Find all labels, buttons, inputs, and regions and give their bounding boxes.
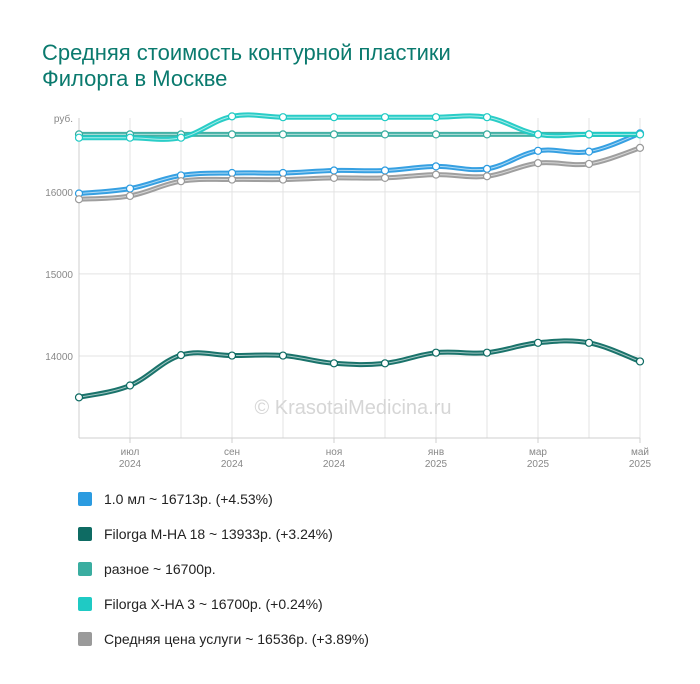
x-tick-label-year: 2024	[119, 459, 142, 470]
legend-label: Filorga M-HA 18 ~ 13933р. (+3.24%)	[104, 526, 333, 542]
data-point-0	[482, 164, 492, 173]
x-tick-label-year: 2025	[629, 459, 652, 470]
data-point-0	[278, 168, 288, 178]
x-tick-label-month: янв	[428, 447, 444, 458]
chart-title: Средняя стоимость контурной пластики Фил…	[42, 40, 642, 92]
data-point-4	[227, 175, 237, 184]
legend-swatch	[78, 632, 92, 646]
data-point-2	[431, 130, 441, 139]
line-chart: руб.140001500016000июл2024сен2024ноя2024…	[45, 112, 652, 470]
data-point-2	[380, 130, 390, 139]
data-point-3	[482, 113, 492, 122]
data-point-3	[380, 113, 390, 122]
data-point-4	[176, 177, 186, 186]
legend-swatch	[78, 597, 92, 611]
data-point-1	[329, 359, 339, 368]
y-tick-label: 15000	[45, 270, 73, 281]
series-line-highlight-4	[78, 147, 641, 200]
legend-item[interactable]: Средняя цена услуги ~ 16536р. (+3.89%)	[78, 628, 678, 650]
data-point-1	[74, 393, 84, 402]
x-tick-label-month: мар	[529, 447, 547, 458]
data-point-2	[329, 130, 339, 139]
chart-legend: 1.0 мл ~ 16713р. (+4.53%) Filorga M-HA 18…	[78, 488, 678, 663]
data-point-0	[533, 146, 543, 155]
series-line-1	[76, 338, 643, 400]
x-tick-label-month: июл	[121, 447, 140, 458]
data-point-4	[329, 173, 339, 182]
x-tick-label-year: 2024	[323, 459, 346, 470]
data-point-3	[278, 113, 288, 122]
data-point-2	[278, 130, 288, 139]
data-point-0	[584, 147, 594, 156]
x-tick-label-year: 2025	[425, 459, 448, 470]
legend-label: Filorga X-HA 3 ~ 16700р. (+0.24%)	[104, 596, 323, 612]
legend-label: Средняя цена услуги ~ 16536р. (+3.89%)	[104, 631, 369, 647]
data-point-2	[482, 130, 492, 139]
data-point-0	[227, 168, 237, 178]
data-point-4	[584, 159, 594, 169]
data-point-1	[482, 348, 492, 357]
data-point-1	[176, 351, 186, 360]
data-point-4	[380, 173, 390, 182]
legend-swatch	[78, 492, 92, 506]
data-point-1	[380, 359, 390, 368]
legend-item[interactable]: 1.0 мл ~ 16713р. (+4.53%)	[78, 488, 678, 510]
series-line-highlight-1	[78, 340, 641, 398]
x-tick-label-month: май	[631, 447, 649, 458]
data-point-0	[329, 166, 339, 175]
watermark: © KrasotaiMedicina.ru	[254, 397, 451, 419]
data-point-3	[431, 113, 441, 122]
chart-title-line-2: Филорга в Москве	[42, 66, 228, 91]
data-point-0	[125, 184, 135, 193]
data-point-1	[635, 357, 645, 366]
data-point-4	[482, 172, 492, 181]
legend-item[interactable]: разное ~ 16700р.	[78, 558, 678, 580]
data-point-4	[278, 175, 288, 184]
data-point-3	[74, 133, 84, 142]
y-axis-unit-label: руб.	[54, 113, 73, 125]
legend-swatch	[78, 562, 92, 576]
data-point-3	[227, 112, 237, 121]
data-point-1	[431, 348, 441, 357]
y-tick-label: 14000	[45, 352, 73, 363]
x-tick-label-year: 2025	[527, 459, 550, 470]
data-point-1	[278, 351, 288, 360]
data-point-3	[125, 133, 135, 142]
data-point-4	[431, 170, 441, 179]
x-tick-label-year: 2024	[221, 459, 244, 470]
x-tick-label-month: сен	[224, 447, 240, 458]
data-point-1	[227, 351, 237, 360]
data-point-1	[533, 338, 543, 347]
legend-item[interactable]: Filorga X-HA 3 ~ 16700р. (+0.24%)	[78, 593, 678, 615]
series-line-highlight-3	[78, 114, 640, 140]
chart-title-line-1: Средняя стоимость контурной пластики	[42, 40, 451, 65]
data-point-0	[380, 166, 390, 175]
data-point-2	[227, 130, 237, 139]
data-point-4	[125, 191, 135, 201]
x-tick-label-month: ноя	[326, 447, 343, 458]
data-point-1	[584, 338, 594, 347]
data-point-3	[329, 113, 339, 122]
data-point-3	[176, 133, 186, 142]
data-point-3	[635, 130, 645, 139]
legend-swatch	[78, 527, 92, 541]
series-line-highlight-0	[78, 132, 641, 194]
y-tick-label: 16000	[45, 188, 73, 199]
legend-label: 1.0 мл ~ 16713р. (+4.53%)	[104, 491, 273, 507]
data-point-3	[533, 130, 543, 139]
data-point-4	[635, 143, 645, 152]
legend-item[interactable]: Filorga M-HA 18 ~ 13933р. (+3.24%)	[78, 523, 678, 545]
data-point-1	[125, 381, 135, 390]
data-point-3	[584, 130, 594, 139]
legend-label: разное ~ 16700р.	[104, 561, 216, 577]
data-point-4	[533, 159, 543, 168]
data-point-0	[431, 162, 441, 171]
data-point-4	[74, 195, 84, 204]
